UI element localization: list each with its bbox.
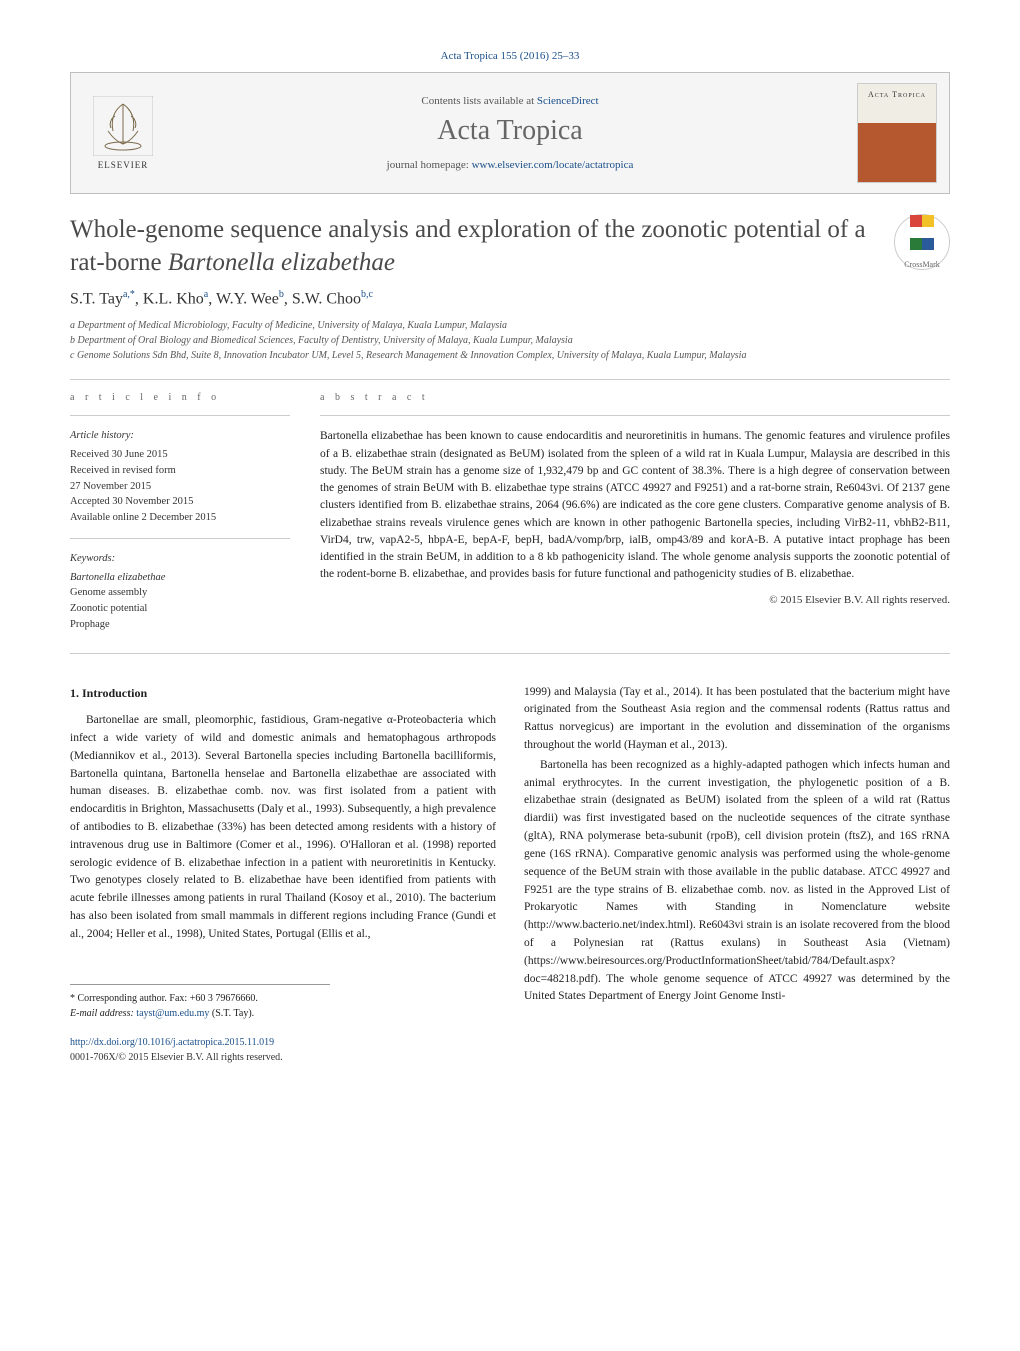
crossmark-badge[interactable]: CrossMark <box>894 214 950 270</box>
journal-header-box: ELSEVIER Contents lists available at Sci… <box>70 72 950 194</box>
abstract-column: a b s t r a c t Bartonella elizabethae h… <box>320 392 950 632</box>
corresponding-author-block: * Corresponding author. Fax: +60 3 79676… <box>70 984 330 1021</box>
journal-homepage-link[interactable]: www.elsevier.com/locate/actatropica <box>472 159 634 171</box>
accepted-date: Accepted 30 November 2015 <box>70 494 290 510</box>
divider <box>70 653 950 654</box>
keyword-4: Prophage <box>70 617 290 633</box>
abstract-text: Bartonella elizabethae has been known to… <box>320 428 950 583</box>
authors-line: S.T. Taya,*, K.L. Khoa, W.Y. Weeb, S.W. … <box>70 289 950 308</box>
body-column-left: 1. Introduction Bartonellae are small, p… <box>70 684 496 1065</box>
keyword-2: Genome assembly <box>70 585 290 601</box>
journal-cover-title: Acta Tropica <box>868 90 926 99</box>
corresponding-email-link[interactable]: tayst@um.edu.my <box>136 1008 209 1019</box>
affiliation-a: a Department of Medical Microbiology, Fa… <box>70 318 950 333</box>
elsevier-tree-icon <box>93 96 153 156</box>
article-history-label: Article history: <box>70 428 290 444</box>
sciencedirect-link[interactable]: ScienceDirect <box>537 95 599 107</box>
abstract-copyright: © 2015 Elsevier B.V. All rights reserved… <box>320 594 950 606</box>
affiliation-b: b Department of Oral Biology and Biomedi… <box>70 333 950 348</box>
crossmark-icon-row2 <box>910 238 934 261</box>
elsevier-label: ELSEVIER <box>98 160 149 170</box>
keyword-1: Bartonella elizabethae <box>70 570 290 586</box>
article-info-heading: a r t i c l e i n f o <box>70 392 290 403</box>
section-heading-intro: 1. Introduction <box>70 684 496 703</box>
intro-paragraph-1: Bartonellae are small, pleomorphic, fast… <box>70 712 496 944</box>
issn-copyright: 0001-706X/© 2015 Elsevier B.V. All right… <box>70 1050 496 1065</box>
corresponding-author-line: * Corresponding author. Fax: +60 3 79676… <box>70 991 330 1006</box>
divider <box>70 379 950 380</box>
elsevier-logo: ELSEVIER <box>83 88 163 178</box>
crossmark-icon <box>910 215 934 238</box>
abstract-heading: a b s t r a c t <box>320 392 950 403</box>
received-date: Received 30 June 2015 <box>70 447 290 463</box>
article-info-sidebar: a r t i c l e i n f o Article history: R… <box>70 392 290 632</box>
doi-link[interactable]: http://dx.doi.org/10.1016/j.actatropica.… <box>70 1035 496 1050</box>
revised-date-line1: Received in revised form <box>70 463 290 479</box>
corresponding-email-line: E-mail address: tayst@um.edu.my (S.T. Ta… <box>70 1006 330 1021</box>
keyword-3: Zoonotic potential <box>70 601 290 617</box>
journal-homepage-line: journal homepage: www.elsevier.com/locat… <box>163 159 857 171</box>
contents-lists-line: Contents lists available at ScienceDirec… <box>163 95 857 107</box>
keywords-label: Keywords: <box>70 551 290 567</box>
affiliations-block: a Department of Medical Microbiology, Fa… <box>70 318 950 363</box>
journal-cover-thumbnail: Acta Tropica <box>857 83 937 183</box>
body-column-right: 1999) and Malaysia (Tay et al., 2014). I… <box>524 684 950 1065</box>
affiliation-c: c Genome Solutions Sdn Bhd, Suite 8, Inn… <box>70 348 950 363</box>
intro-paragraph-1-cont: 1999) and Malaysia (Tay et al., 2014). I… <box>524 684 950 755</box>
online-date: Available online 2 December 2015 <box>70 510 290 526</box>
article-title: Whole-genome sequence analysis and explo… <box>70 214 874 279</box>
journal-name: Acta Tropica <box>163 115 857 147</box>
intro-paragraph-2: Bartonella has been recognized as a high… <box>524 757 950 1006</box>
citation-header: Acta Tropica 155 (2016) 25–33 <box>70 50 950 62</box>
revised-date-line2: 27 November 2015 <box>70 479 290 495</box>
